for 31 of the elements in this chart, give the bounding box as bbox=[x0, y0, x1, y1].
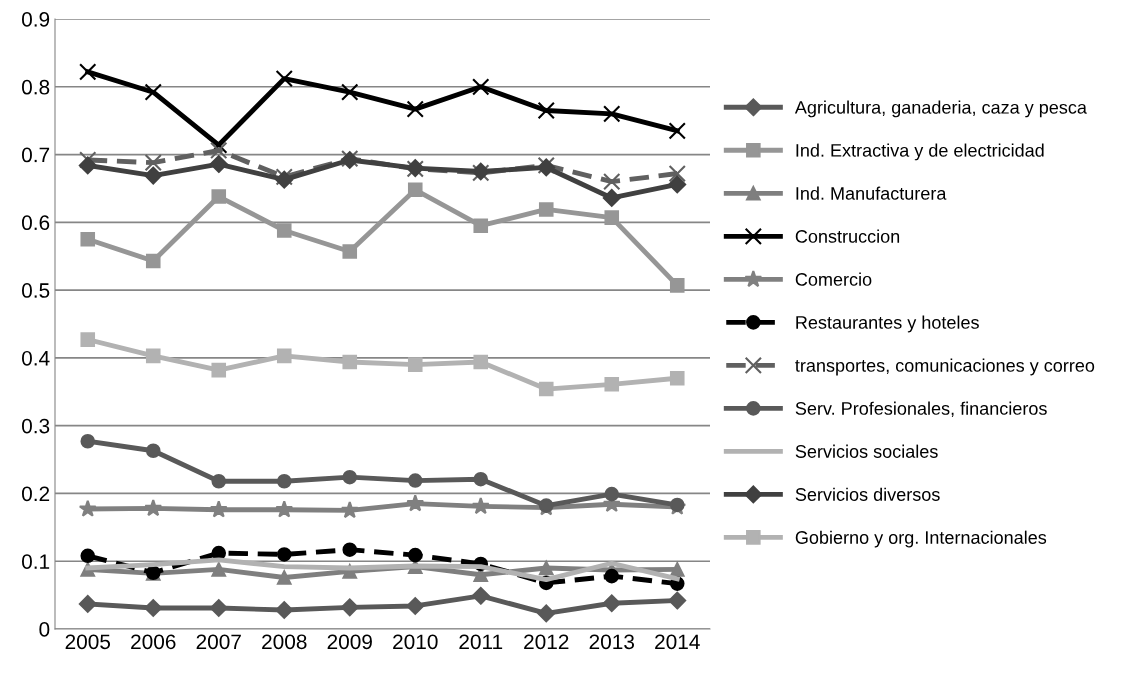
legend-label: Ind. Extractiva y de electricidad bbox=[796, 143, 1044, 161]
x-tick-label: 2014 bbox=[655, 634, 700, 650]
y-tick-label: 0.6 bbox=[21, 215, 50, 231]
x-tick-label: 2009 bbox=[327, 634, 372, 650]
legend-label: Comercio bbox=[795, 272, 872, 286]
legend-label: transportes, comunicaciones y correo bbox=[795, 358, 1095, 376]
x-tick-label: 2005 bbox=[65, 634, 111, 650]
y-tick-label: 0.4 bbox=[21, 350, 50, 366]
x-tick-label: 2012 bbox=[524, 634, 569, 650]
x-tick-label: 2013 bbox=[589, 634, 635, 650]
y-tick-label: 0.8 bbox=[21, 79, 50, 95]
legend-label: Serv. Profesionales, financieros bbox=[795, 401, 1047, 417]
x-tick-label: 2007 bbox=[196, 634, 241, 650]
legend-label: Servicios sociales bbox=[795, 444, 938, 458]
x-tick-label: 2008 bbox=[262, 634, 307, 650]
y-tick-label: 0.2 bbox=[21, 486, 50, 502]
x-tick-label: 2010 bbox=[393, 634, 438, 650]
x-tick-label: 2011 bbox=[459, 634, 503, 650]
y-tick-label: 0.3 bbox=[21, 418, 50, 434]
y-tick-label: 0 bbox=[39, 622, 50, 637]
legend-label: Ind. Manufacturera bbox=[796, 186, 947, 200]
legend-label: Servicios diversos bbox=[795, 487, 940, 501]
y-tick-label: 0.9 bbox=[21, 12, 50, 27]
x-tick-label: 2006 bbox=[131, 634, 176, 650]
y-tick-label: 0.1 bbox=[21, 554, 50, 569]
legend-label: Construccion bbox=[795, 229, 900, 243]
legend-label: Gobierno y org. Internacionales bbox=[795, 530, 1047, 548]
legend-label: Restaurantes y hoteles bbox=[796, 315, 979, 333]
legend-label: Agricultura, ganaderia, caza y pesca bbox=[794, 100, 1087, 118]
y-tick-label: 0.7 bbox=[21, 147, 50, 163]
y-tick-label: 0.5 bbox=[21, 283, 50, 298]
